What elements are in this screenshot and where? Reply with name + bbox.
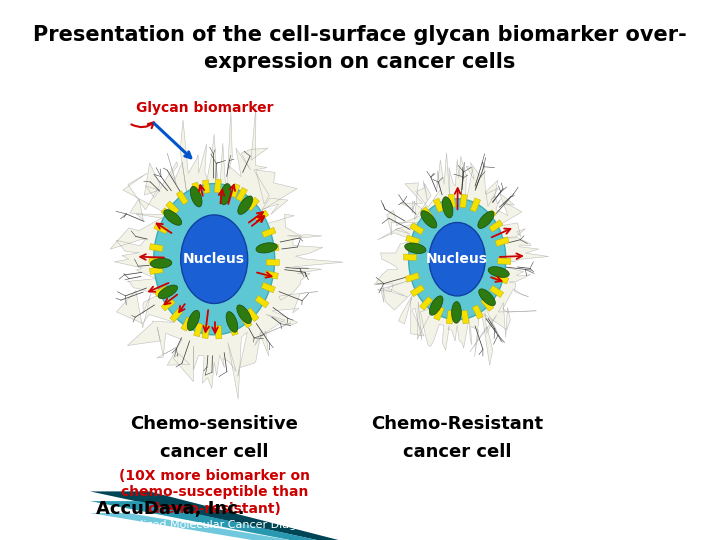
Bar [246, 308, 259, 322]
Bar [202, 325, 210, 339]
Ellipse shape [226, 312, 238, 332]
Polygon shape [374, 153, 549, 366]
Ellipse shape [181, 215, 248, 303]
Ellipse shape [187, 310, 199, 330]
Bar [246, 197, 259, 211]
Bar [236, 187, 248, 201]
Ellipse shape [190, 186, 202, 207]
Bar [170, 308, 183, 322]
Bar [192, 182, 202, 196]
Bar [421, 207, 434, 220]
Bar [215, 179, 221, 193]
Bar [410, 285, 425, 296]
Bar [264, 271, 279, 279]
Ellipse shape [256, 243, 277, 253]
Bar [202, 180, 210, 193]
Ellipse shape [442, 197, 453, 218]
Bar [161, 208, 175, 220]
Bar [215, 326, 222, 339]
Text: expression on cancer cells: expression on cancer cells [204, 52, 516, 72]
Text: Nucleus: Nucleus [426, 252, 488, 266]
Ellipse shape [488, 267, 509, 278]
Ellipse shape [478, 211, 494, 228]
Bar [490, 286, 503, 298]
Bar [410, 223, 424, 234]
Ellipse shape [451, 302, 462, 323]
Bar [149, 267, 163, 274]
Bar [449, 194, 456, 208]
Bar [405, 273, 420, 282]
Bar [166, 201, 179, 214]
Ellipse shape [429, 222, 485, 296]
Bar [255, 210, 269, 222]
Ellipse shape [237, 305, 251, 323]
Bar [420, 296, 433, 310]
Bar [261, 227, 276, 238]
Ellipse shape [420, 211, 437, 228]
Ellipse shape [163, 210, 181, 225]
Bar [150, 244, 163, 252]
Bar [460, 194, 467, 208]
Bar [255, 295, 269, 308]
Ellipse shape [409, 199, 506, 320]
Text: Chemo-Resistant: Chemo-Resistant [371, 415, 544, 433]
Bar [405, 235, 420, 245]
Bar [481, 298, 494, 311]
Bar [261, 282, 276, 293]
Bar [176, 191, 189, 205]
Text: Presentation of the cell-surface glycan biomarker over-: Presentation of the cell-surface glycan … [33, 25, 687, 45]
Polygon shape [90, 501, 317, 540]
Bar [194, 323, 203, 337]
Text: Nucleus: Nucleus [183, 252, 246, 266]
Bar [446, 310, 454, 324]
Polygon shape [110, 105, 343, 399]
Bar [489, 220, 503, 232]
Bar [266, 259, 279, 266]
Bar [154, 223, 168, 234]
Bar [495, 237, 509, 246]
Bar [149, 258, 162, 264]
Bar [498, 258, 511, 264]
Ellipse shape [150, 259, 172, 268]
Text: cancer cell: cancer cell [160, 443, 269, 461]
Bar [433, 306, 444, 320]
Bar [461, 310, 469, 324]
Text: Chemo-sensitive: Chemo-sensitive [130, 415, 298, 433]
Ellipse shape [405, 243, 426, 253]
Bar [495, 274, 509, 284]
Ellipse shape [220, 184, 231, 205]
Text: AccuDava, Inc.: AccuDava, Inc. [96, 500, 245, 518]
Text: cancer cell: cancer cell [403, 443, 511, 461]
Ellipse shape [429, 296, 443, 315]
Bar [154, 286, 168, 297]
Bar [403, 254, 417, 260]
Text: Personalized Molecular Cancer Diagnostics: Personalized Molecular Cancer Diagnostic… [96, 520, 336, 530]
Bar [483, 210, 496, 224]
Bar [433, 198, 444, 212]
Ellipse shape [153, 184, 275, 335]
Text: chemo-susceptible than: chemo-susceptible than [120, 485, 308, 500]
Text: chemo-resistant): chemo-resistant) [148, 502, 281, 516]
Bar [230, 184, 240, 198]
Bar [266, 245, 279, 252]
Bar [161, 298, 175, 311]
Bar [181, 317, 192, 331]
Ellipse shape [238, 196, 253, 214]
Polygon shape [90, 513, 289, 540]
Polygon shape [90, 491, 338, 540]
Ellipse shape [479, 289, 495, 306]
Bar [240, 314, 252, 328]
Bar [470, 198, 480, 212]
Bar [228, 321, 238, 336]
Bar [472, 305, 483, 319]
Ellipse shape [158, 285, 178, 299]
Text: Glycan biomarker: Glycan biomarker [136, 101, 274, 115]
Text: (10X more biomarker on: (10X more biomarker on [119, 469, 310, 483]
